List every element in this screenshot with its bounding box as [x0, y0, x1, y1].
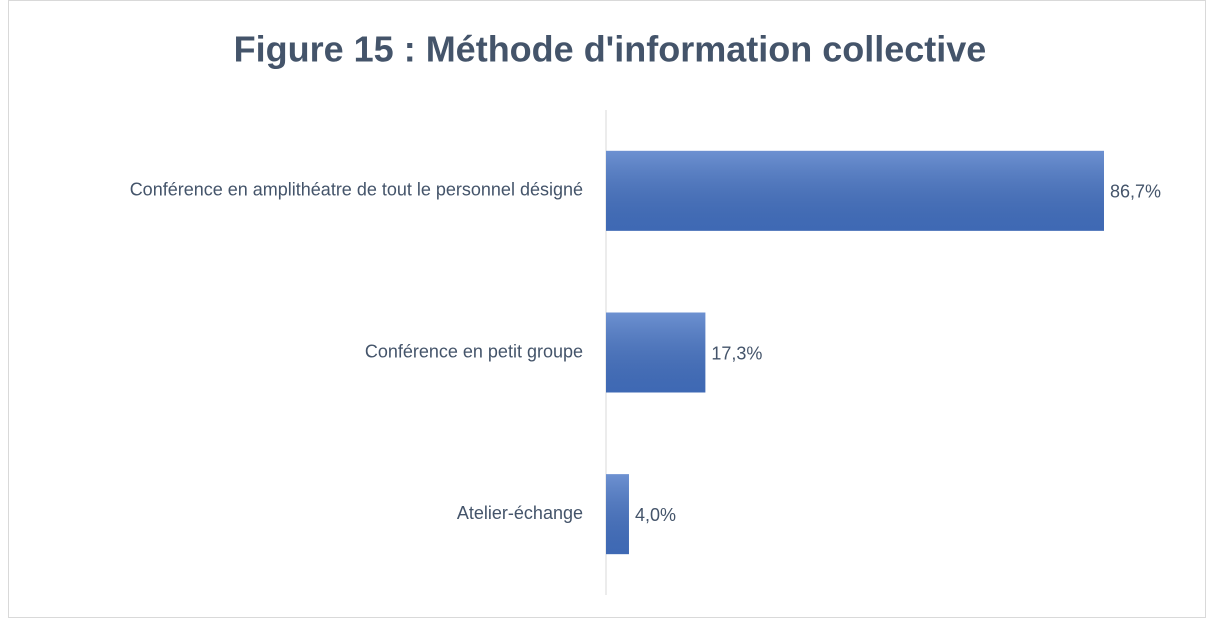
- category-label: Conférence en petit groupe: [365, 341, 583, 361]
- value-label: 4,0%: [635, 505, 676, 525]
- category-label: Atelier-échange: [457, 503, 583, 523]
- bar-shading: [606, 312, 706, 393]
- category-label: Conférence en amplithéatre de tout le pe…: [130, 180, 583, 200]
- bar-shading: [606, 474, 629, 555]
- value-label: 17,3%: [711, 343, 762, 363]
- value-label: 86,7%: [1110, 182, 1161, 202]
- bar-shading: [606, 150, 1104, 231]
- chart-title: Figure 15 : Méthode d'information collec…: [234, 29, 987, 70]
